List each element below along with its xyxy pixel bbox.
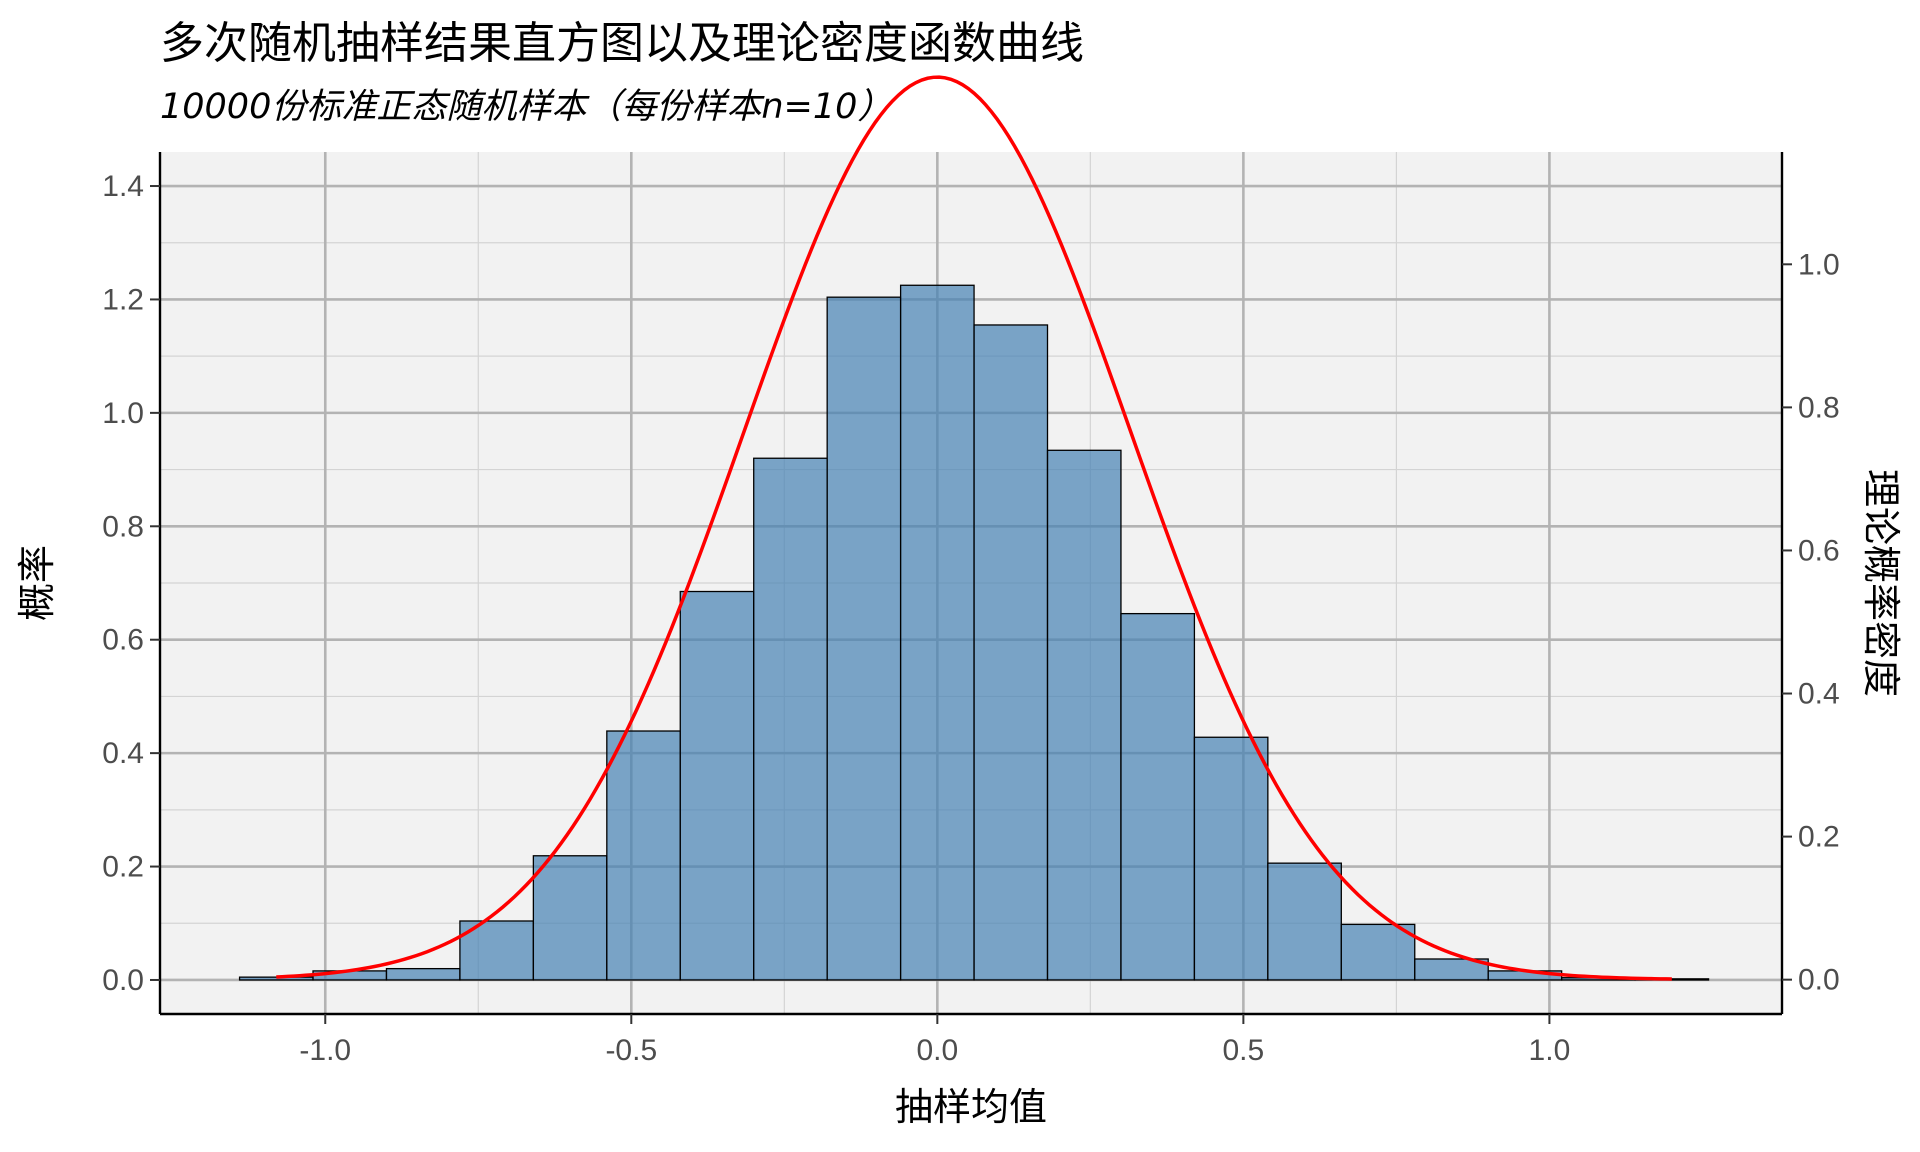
histogram-bar xyxy=(238,976,314,981)
y-tick-label: 0.4 xyxy=(102,737,144,770)
histogram-bars xyxy=(238,284,1710,981)
histogram-bar xyxy=(606,730,681,981)
x-tick-label: 0.5 xyxy=(1223,1034,1265,1067)
axes: -1.0 -0.5 0.0 0.5 1.0 0.0 0.2 0.4 0.6 0.8 1.0 1.2 1.… xyxy=(102,152,1840,1067)
histogram-bar xyxy=(753,457,828,981)
x-tick-label: 1.0 xyxy=(1529,1034,1571,1067)
histogram-bar xyxy=(1414,958,1489,981)
x-axis-title: 抽样均值 xyxy=(895,1085,1047,1129)
y-tick-label: 0.0 xyxy=(102,964,144,997)
chart-title: 多次随机抽样结果直方图以及理论密度函数曲线 xyxy=(160,18,1084,69)
y2-tick-label: 0.4 xyxy=(1798,678,1840,711)
y2-tick-label: 0.2 xyxy=(1798,821,1840,854)
y-tick-label: 0.2 xyxy=(102,851,144,884)
histogram-bar xyxy=(385,967,461,981)
y-axis-title: 概率 xyxy=(15,545,59,621)
y-tick-label: 0.6 xyxy=(102,624,144,657)
y2-axis-title: 理论概率密度 xyxy=(1859,469,1903,697)
y2-tick-label: 0.6 xyxy=(1798,534,1840,567)
histogram-bar xyxy=(1267,862,1342,981)
y-tick-label: 1.2 xyxy=(102,283,144,316)
density-curve xyxy=(276,75,1672,981)
histogram-bar xyxy=(1120,612,1196,981)
y2-tick-label: 1.0 xyxy=(1798,248,1840,281)
y-tick-label: 0.8 xyxy=(102,510,144,543)
histogram-bar xyxy=(1193,736,1269,981)
y-tick-label: 1.4 xyxy=(102,170,144,203)
histogram-bar xyxy=(679,590,755,981)
histogram-bar xyxy=(532,855,608,981)
y2-tick-label: 0.8 xyxy=(1798,391,1840,424)
histogram-bar xyxy=(826,296,902,981)
histogram-bar xyxy=(1046,449,1122,981)
histogram-bar xyxy=(973,324,1049,981)
x-tick-label: -0.5 xyxy=(605,1034,657,1067)
x-tick-label: 0.0 xyxy=(916,1034,958,1067)
y2-tick-label: 0.0 xyxy=(1798,964,1840,997)
x-tick-label: -1.0 xyxy=(299,1034,351,1067)
histogram-bar xyxy=(1340,923,1416,981)
y-tick-label: 1.0 xyxy=(102,397,144,430)
chart-subtitle: 10000份标准正态随机样本（每份样本n=10） xyxy=(160,87,892,127)
histogram-bar xyxy=(899,284,975,981)
